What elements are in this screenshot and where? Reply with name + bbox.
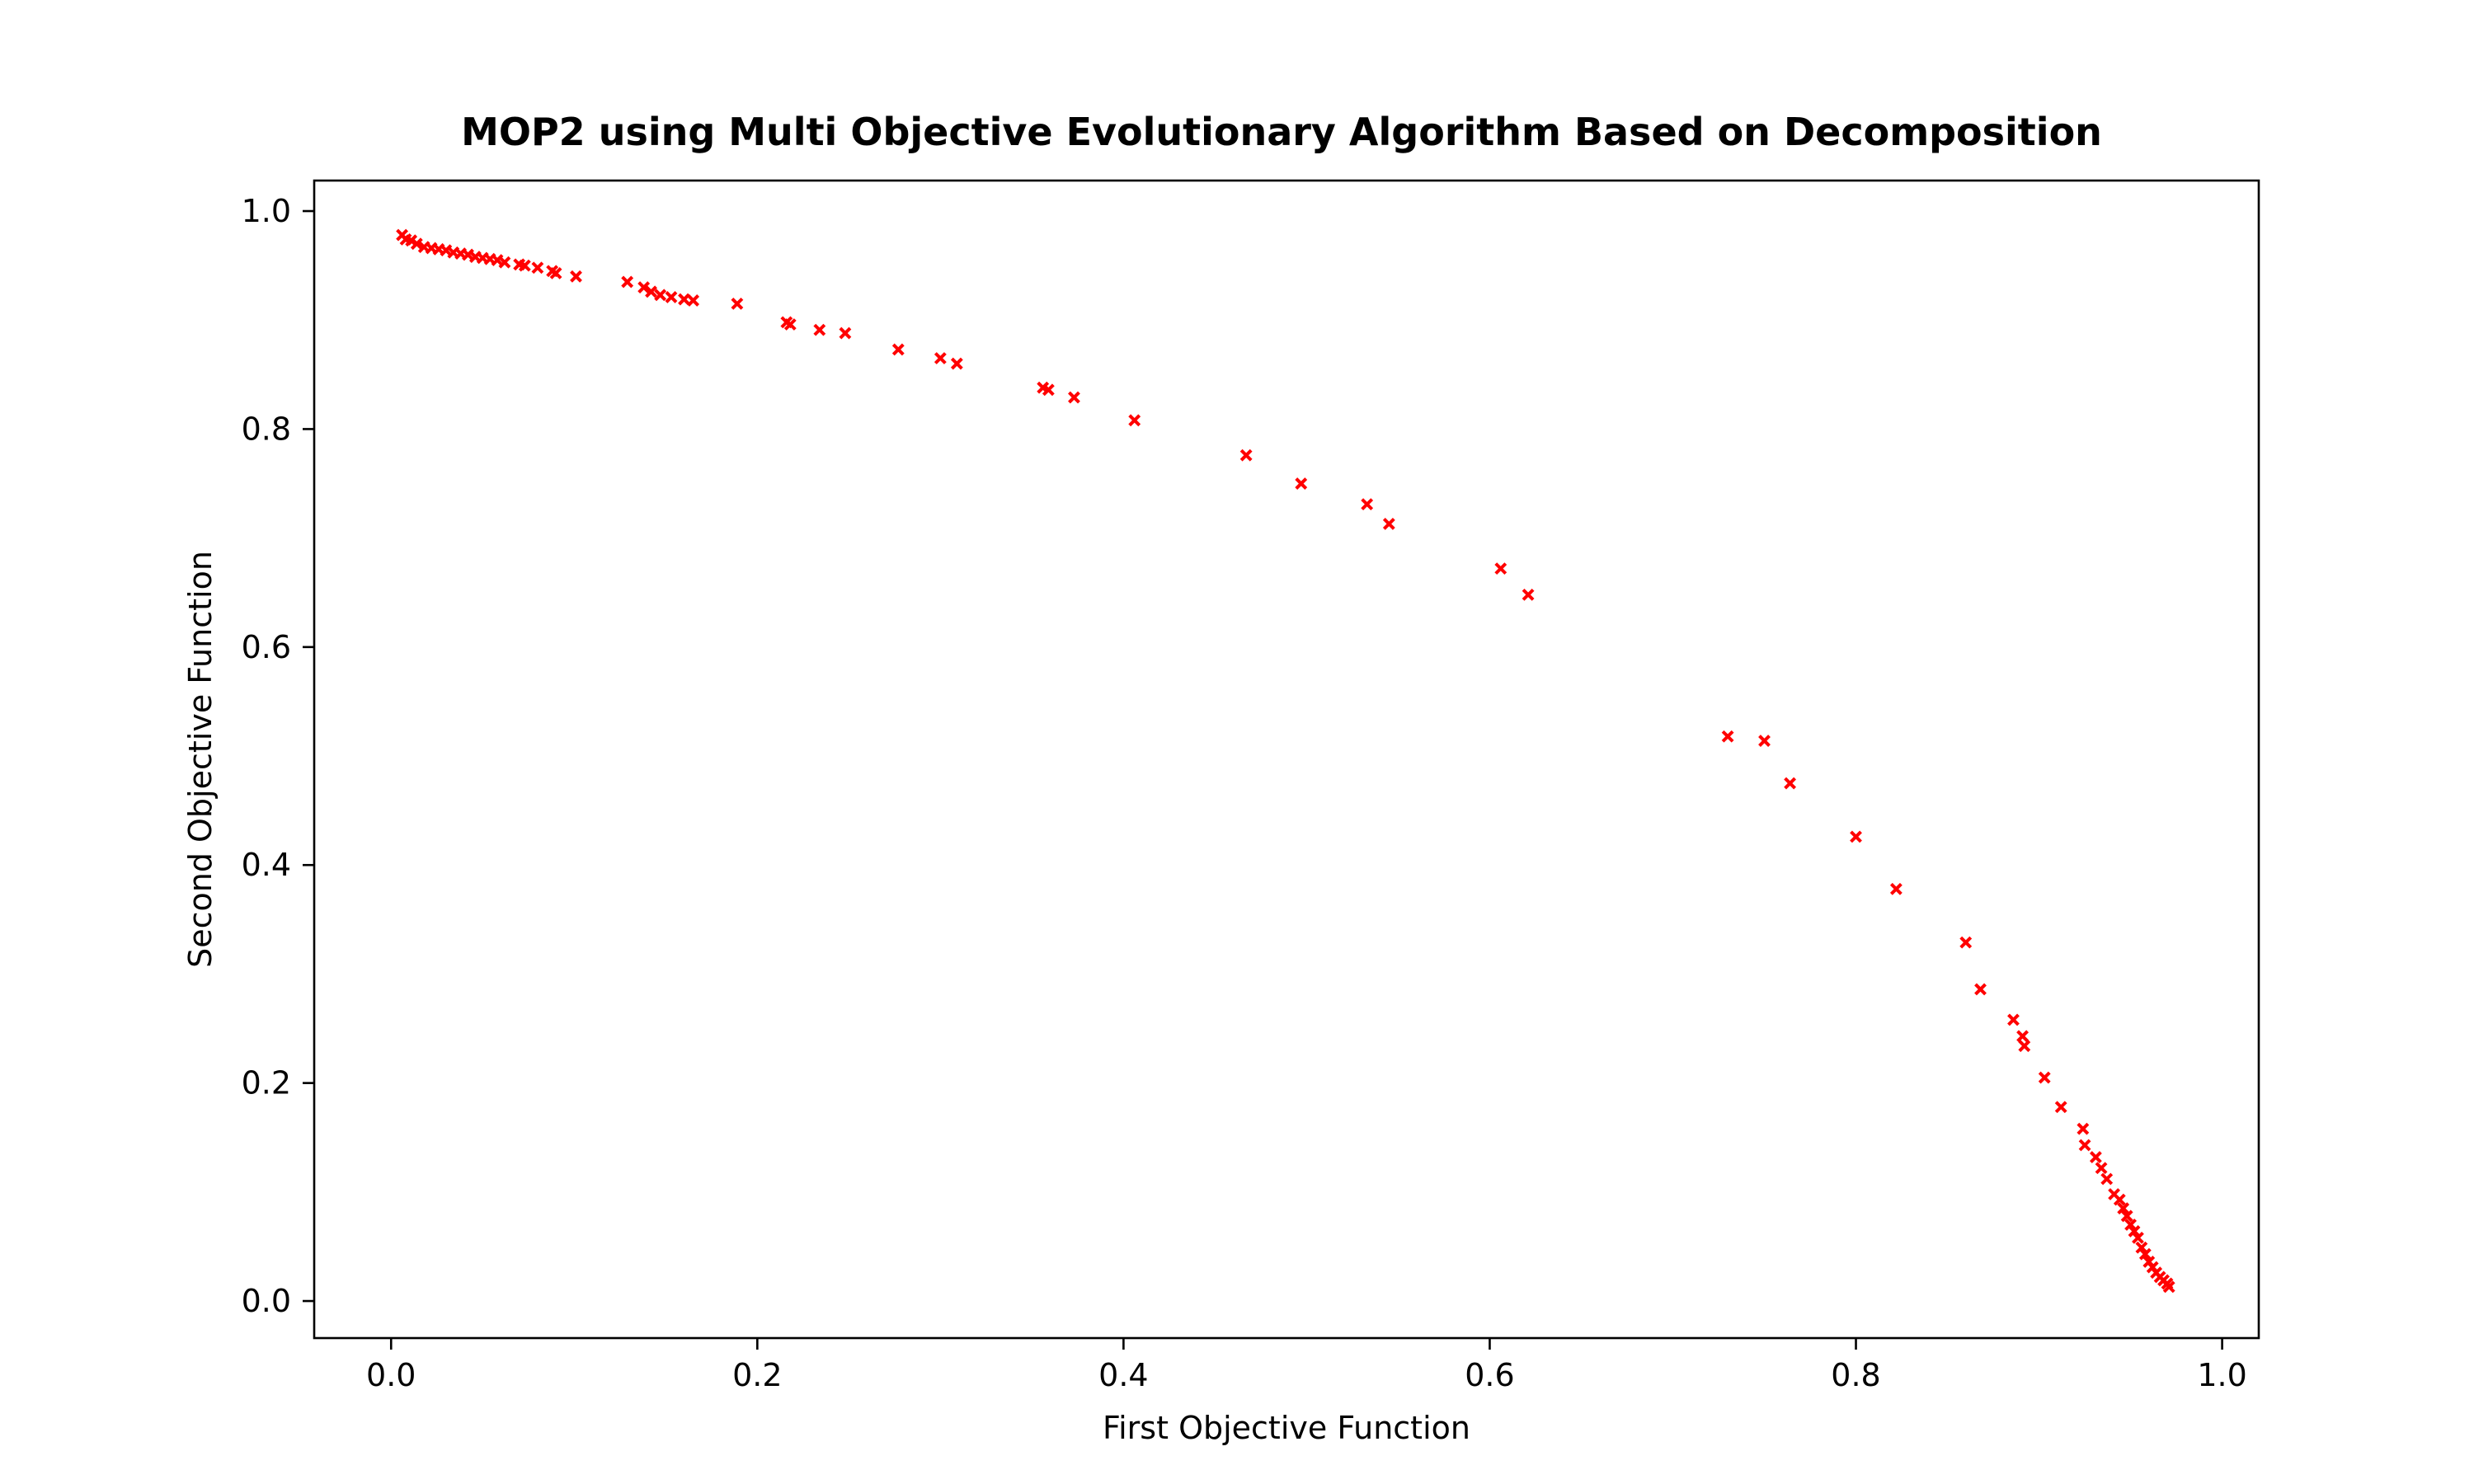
- data-point: [2016, 1030, 2029, 1043]
- y-axis-label: Second Objective Function: [182, 551, 219, 968]
- data-point: [2128, 1225, 2141, 1237]
- y-tick-label: 0.6: [242, 629, 291, 665]
- y-tick-label: 1.0: [242, 193, 291, 229]
- x-tick-label: 1.0: [2197, 1357, 2246, 1393]
- x-axis-label: First Objective Function: [1103, 1410, 1470, 1446]
- data-point: [2054, 1101, 2067, 1114]
- data-point: [518, 259, 531, 272]
- data-point: [1758, 735, 1771, 747]
- data-point: [813, 323, 826, 336]
- data-point: [2089, 1151, 2102, 1163]
- data-point: [1721, 730, 1734, 743]
- data-point: [2135, 1241, 2148, 1254]
- y-tick-label: 0.2: [242, 1065, 291, 1101]
- data-point: [645, 285, 657, 298]
- data-point: [2095, 1162, 2108, 1175]
- data-point: [731, 297, 744, 310]
- y-axis: 0.0 0.2 0.4 0.6 0.8 1.0: [242, 193, 314, 1319]
- data-point: [1382, 518, 1395, 530]
- data-point: [839, 326, 852, 340]
- data-point: [2078, 1139, 2091, 1152]
- data-point: [1295, 477, 1308, 490]
- data-point: [654, 289, 667, 302]
- y-tick-label: 0.8: [242, 411, 291, 447]
- y-tick-label: 0.4: [242, 847, 291, 883]
- data-point: [1239, 448, 1253, 462]
- data-point: [1042, 383, 1055, 397]
- data-point: [934, 352, 947, 364]
- data-point: [891, 343, 905, 356]
- data-point: [637, 281, 651, 294]
- data-points: [396, 228, 2175, 1294]
- data-point: [1361, 498, 1374, 511]
- data-point: [410, 237, 423, 251]
- data-point: [1974, 983, 1987, 996]
- data-point: [1850, 830, 1862, 843]
- data-point: [678, 293, 690, 306]
- data-point: [531, 261, 544, 275]
- data-point: [2138, 1247, 2152, 1261]
- x-tick-label: 0.0: [366, 1357, 416, 1393]
- data-point: [1068, 391, 1080, 404]
- data-point: [665, 291, 678, 303]
- x-tick-label: 0.8: [1831, 1357, 1880, 1393]
- data-point: [950, 357, 963, 370]
- data-point: [549, 266, 562, 279]
- x-axis: 0.0 0.2 0.4 0.6 0.8 1.0: [366, 1338, 2247, 1393]
- data-point: [2120, 1209, 2133, 1223]
- data-point: [2132, 1231, 2144, 1244]
- data-point: [687, 294, 700, 307]
- data-point: [783, 318, 797, 331]
- data-point: [570, 270, 582, 283]
- x-tick-label: 0.2: [732, 1357, 782, 1393]
- data-point: [1959, 936, 1973, 949]
- data-point: [2113, 1193, 2126, 1206]
- chart-title: MOP2 using Multi Objective Evolutionary …: [461, 110, 2102, 154]
- data-point: [2038, 1071, 2051, 1084]
- data-point: [2077, 1122, 2090, 1135]
- data-point: [2117, 1202, 2130, 1215]
- data-point: [2007, 1013, 2020, 1026]
- data-point: [2162, 1280, 2175, 1294]
- y-tick-label: 0.0: [242, 1283, 291, 1319]
- x-tick-label: 0.4: [1098, 1357, 1148, 1393]
- data-point: [2124, 1219, 2137, 1231]
- data-point: [1494, 562, 1507, 575]
- data-point: [1522, 588, 1535, 601]
- data-point: [1889, 882, 1903, 895]
- data-point: [621, 275, 634, 289]
- data-point: [498, 256, 511, 269]
- data-point: [2018, 1040, 2031, 1053]
- plot-area: [313, 179, 2260, 1340]
- data-point: [2100, 1172, 2114, 1186]
- x-tick-label: 0.6: [1465, 1357, 1514, 1393]
- data-point: [1128, 414, 1141, 427]
- data-point: [1784, 777, 1797, 790]
